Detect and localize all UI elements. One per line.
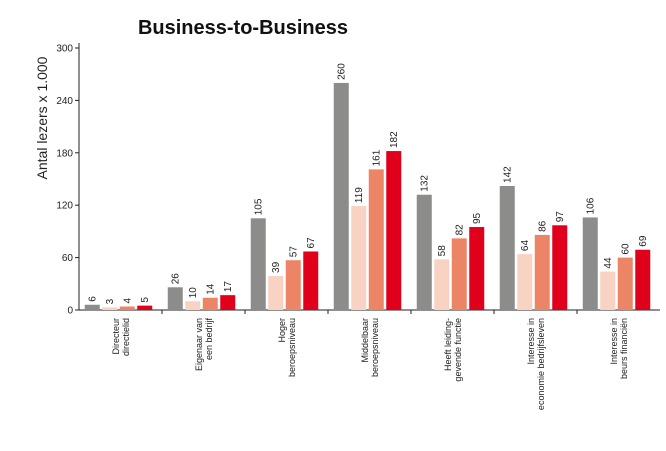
data-label: 82: [455, 224, 466, 236]
data-label: 97: [555, 211, 566, 223]
category-label: Heeft leiding-: [443, 318, 453, 371]
y-tick-label: 300: [56, 44, 73, 55]
bar: [416, 194, 432, 310]
category-label: beurs financiën: [619, 318, 629, 379]
bar: [84, 304, 100, 310]
category-label: Directeur: [111, 318, 121, 355]
bar: [635, 249, 651, 310]
data-label: 14: [206, 283, 217, 295]
bar: [250, 218, 266, 310]
data-label: 4: [123, 298, 134, 304]
bar: [202, 297, 218, 310]
data-label: 132: [420, 175, 431, 192]
bar: [185, 301, 201, 310]
data-label: 64: [520, 240, 531, 252]
category-label: economie bedrijfsleven: [536, 318, 546, 410]
data-label: 17: [223, 281, 234, 293]
data-label: 105: [254, 198, 265, 215]
data-label: 106: [586, 197, 597, 214]
data-label: 182: [389, 131, 400, 148]
data-label: 5: [140, 297, 151, 303]
data-label: 6: [88, 296, 99, 302]
data-label: 3: [105, 298, 116, 304]
y-tick-label: 240: [56, 96, 73, 107]
bar: [600, 271, 616, 310]
bar: [552, 225, 568, 310]
data-label: 161: [372, 149, 383, 166]
data-label: 44: [603, 257, 614, 269]
y-axis-label: Antal lezers x 1.000: [34, 56, 50, 179]
data-label: 69: [638, 235, 649, 247]
category-labels: Directeur directielid Eigenaar van een bedr…: [111, 310, 629, 410]
category-label: een bedrijf: [204, 318, 214, 361]
data-labels: 6 3 4 5 26 10 14 17 105 39 57 67 260 119 161 182 132 58 82…: [88, 63, 650, 305]
data-label: 67: [306, 237, 317, 249]
data-label: 95: [472, 212, 483, 224]
data-label: 60: [621, 243, 632, 255]
bar: [499, 185, 515, 310]
bar: [268, 275, 284, 310]
bar: [386, 151, 402, 310]
data-label: 57: [289, 246, 300, 258]
bar: [333, 82, 349, 310]
bar: [303, 251, 319, 310]
bar: [285, 260, 301, 310]
bars: [84, 82, 651, 310]
bar: [351, 206, 367, 310]
y-tick-label: 0: [67, 306, 73, 317]
data-label: 119: [354, 187, 365, 203]
category-label: Eigenaar van: [194, 318, 204, 371]
y-tick-label: 180: [56, 148, 73, 159]
category-label: Interesse in: [526, 318, 536, 365]
category-label: Hoger: [277, 318, 287, 343]
bar: [102, 307, 118, 310]
data-label: 260: [337, 63, 348, 80]
data-label: 142: [503, 166, 514, 183]
bar: [220, 295, 236, 310]
category-label: Interesse in: [609, 318, 619, 365]
bar: [534, 234, 550, 310]
data-label: 58: [437, 245, 448, 257]
bar: [434, 259, 450, 310]
data-label: 39: [271, 261, 282, 273]
bar: [617, 257, 633, 310]
data-label: 86: [538, 220, 549, 232]
y-tick-label: 60: [62, 253, 74, 264]
y-tick-label: 120: [56, 201, 73, 212]
bar: [469, 227, 485, 310]
bar: [368, 169, 384, 310]
y-ticks: 0 60 120 180 240 300: [56, 44, 79, 317]
bar: [167, 287, 183, 310]
bar: [137, 305, 153, 310]
data-label: 10: [188, 287, 199, 299]
data-label: 26: [171, 273, 182, 285]
bar: [119, 306, 135, 310]
category-label: directielid: [121, 318, 131, 356]
category-label: gevende functie: [453, 318, 463, 382]
bar: [582, 217, 598, 310]
chart-title: Business-to-Business: [138, 17, 348, 39]
bar: [451, 238, 467, 310]
category-label: beroepsniveau: [287, 318, 297, 377]
bar: [517, 254, 533, 310]
category-label: Middelbaar: [360, 318, 370, 363]
category-label: beroepsniveau: [370, 318, 380, 377]
